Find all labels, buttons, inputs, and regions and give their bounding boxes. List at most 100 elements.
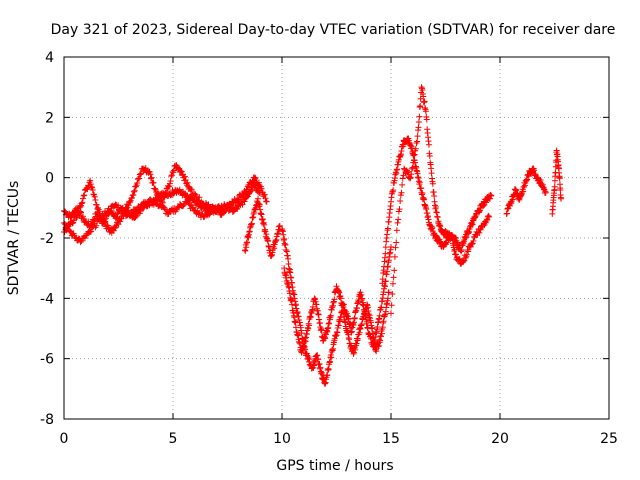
data-point [289,301,296,308]
data-point [199,200,206,207]
data-point [389,280,396,287]
data-point [414,133,421,140]
data-point [161,204,168,211]
grid-lines [64,57,609,419]
data-point [410,157,417,164]
x-tick-label: 0 [60,431,69,447]
data-point [147,175,154,182]
data-point [412,145,419,152]
data-point [309,303,316,310]
data-point [165,183,172,190]
data-point [234,205,241,212]
x-axis-label: GPS time / hours [276,458,393,474]
data-point [420,93,427,100]
data-point [183,192,190,199]
data-point [405,168,412,175]
data-point [276,222,283,229]
data-point [117,215,124,222]
data-point [470,237,477,244]
data-point [78,200,85,207]
data-point [462,254,469,261]
x-tick-label: 5 [169,431,178,447]
data-point [239,201,246,208]
data-point [154,198,161,205]
data-point [416,113,423,120]
data-point [352,346,359,353]
data-point [384,268,391,275]
data-point [151,185,158,192]
data-point [193,193,200,200]
data-point [415,118,422,125]
data-point [134,180,141,187]
data-point [107,208,114,215]
data-point [375,342,382,349]
data-point [285,255,292,262]
data-point [73,234,80,241]
data-point [392,244,399,251]
data-point [469,240,476,247]
data-point [322,335,329,342]
data-point [261,221,268,228]
data-point [411,151,418,158]
data-point [393,239,400,246]
data-point [248,220,255,227]
data-point [353,340,360,347]
data-point [142,165,149,172]
data-point [178,168,185,175]
data-point [415,124,422,131]
data-point [463,251,470,258]
data-point [80,192,87,199]
data-point [477,226,484,233]
data-point [180,202,187,209]
y-tick-label: -4 [40,291,54,307]
data-point [72,208,79,215]
data-point [298,330,305,337]
data-point [166,180,173,187]
chart-title: Day 321 of 2023, Sidereal Day-to-day VTE… [51,22,616,38]
data-point [177,167,184,174]
data-point [137,208,144,215]
data-point [488,192,495,199]
data-point [102,218,109,225]
data-point [65,223,72,230]
data-point [255,179,262,186]
data-point [525,173,532,180]
data-point [406,175,413,182]
data-point [382,250,389,257]
data-point [432,203,439,210]
data-point [398,189,405,196]
data-point [91,193,98,200]
data-point [251,175,258,182]
data-point [283,272,290,279]
data-point [458,247,465,254]
data-point [196,194,203,201]
data-point [394,219,401,226]
data-point [327,312,334,319]
data-point [190,204,197,211]
data-point [296,340,303,347]
data-point [377,333,384,340]
data-point [252,182,259,189]
data-point [408,171,415,178]
data-point [76,209,83,216]
data-point [556,175,563,182]
series-sat-F [281,265,392,357]
data-point [79,195,86,202]
data-point [93,222,100,229]
data-series [61,84,565,387]
data-point [460,258,467,265]
data-point [138,170,145,177]
data-point [390,187,397,194]
data-point [88,183,95,190]
data-point [376,312,383,319]
data-point [262,195,269,202]
data-point [167,177,174,184]
data-point [70,230,77,237]
data-point [184,193,191,200]
data-point [87,177,94,184]
data-point [263,198,270,205]
series-sat-D [241,195,283,260]
data-point [431,192,438,199]
data-point [77,239,84,246]
data-point [73,214,80,221]
